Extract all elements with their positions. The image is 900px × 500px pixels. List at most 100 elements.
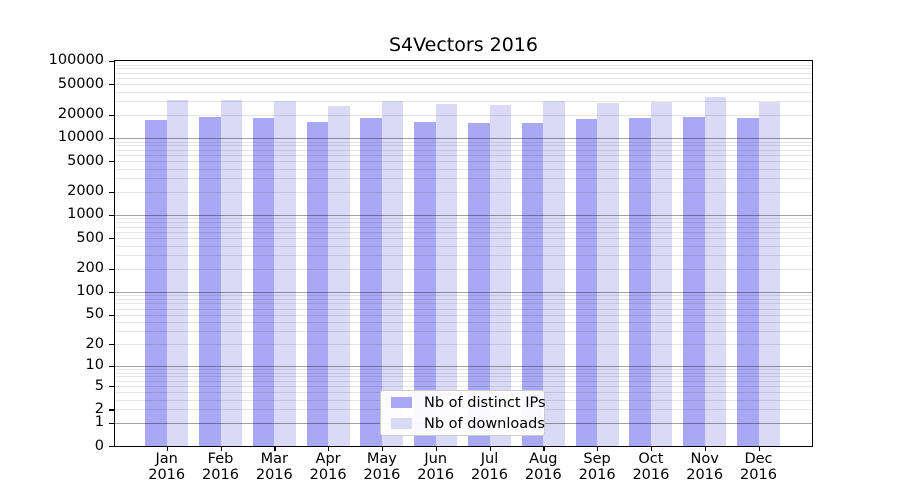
bar-distinct_ips: [414, 122, 436, 446]
gridline: [115, 291, 812, 293]
gridline: [115, 372, 812, 374]
x-tick-label: Sep 2016: [578, 451, 616, 483]
legend-swatch-downloads: [391, 418, 412, 429]
x-tick-label: Jan 2016: [148, 451, 186, 483]
bar-downloads: [220, 99, 242, 446]
x-tick: [435, 446, 437, 451]
y-tick-label: 100000: [48, 52, 104, 69]
gridline: [115, 308, 812, 310]
y-tick-label: 2000: [67, 183, 104, 200]
y-tick: [109, 137, 114, 140]
y-tick: [109, 60, 114, 63]
y-tick-label: 1: [94, 414, 104, 431]
bar-downloads: [597, 102, 619, 446]
bar-downloads: [650, 101, 673, 446]
bar-distinct_ips: [629, 117, 651, 446]
x-tick-label: Apr 2016: [309, 451, 347, 483]
bar-downloads: [758, 102, 780, 446]
x-tick-label: Jul 2016: [471, 451, 508, 483]
gridline: [115, 218, 812, 220]
gridline: [115, 222, 812, 224]
gridline: [115, 214, 812, 217]
y-tick: [109, 268, 114, 270]
bar-distinct_ips: [252, 118, 275, 446]
y-tick: [109, 344, 114, 346]
bar-downloads: [274, 100, 296, 446]
y-tick-label: 5: [94, 377, 104, 394]
gridline: [115, 64, 812, 66]
x-tick: [704, 446, 706, 451]
y-tick: [109, 409, 114, 411]
bar-distinct_ips: [468, 122, 490, 446]
legend-label: Nb of downloads: [424, 415, 545, 432]
x-tick: [543, 446, 545, 451]
y-tick-label: 2: [94, 400, 104, 417]
x-tick-label: Aug 2016: [524, 451, 562, 483]
y-tick: [109, 161, 114, 163]
gridline: [115, 238, 812, 240]
legend-item-distinct-ips: Nb of distinct IPs: [391, 395, 546, 411]
bar-downloads: [166, 99, 189, 446]
bar-distinct_ips: [521, 122, 544, 446]
gridline: [115, 314, 812, 316]
legend: Nb of distinct IPs Nb of downloads: [380, 390, 546, 436]
x-tick: [489, 446, 491, 451]
gridline: [115, 68, 812, 70]
bar-downloads: [328, 106, 350, 446]
gridline: [115, 145, 812, 147]
bar-downloads: [435, 104, 458, 446]
gridline: [115, 226, 812, 228]
y-tick-label: 10: [85, 357, 104, 374]
x-tick-label: Mar 2016: [255, 451, 293, 483]
gridline: [115, 91, 812, 93]
legend-swatch-distinct-ips: [391, 397, 412, 408]
bar-distinct_ips: [683, 116, 705, 446]
x-tick-label: Feb 2016: [202, 451, 239, 483]
x-tick: [650, 446, 653, 451]
y-tick-label: 5000: [67, 152, 104, 169]
y-tick-label: 20000: [57, 106, 104, 123]
x-tick: [274, 446, 276, 451]
y-tick: [109, 365, 114, 368]
gridline: [115, 365, 812, 367]
y-tick-label: 10000: [57, 129, 104, 146]
y-tick: [109, 214, 114, 217]
x-tick-label: May 2016: [363, 451, 401, 483]
y-tick: [109, 238, 114, 240]
gridline: [115, 232, 812, 234]
bar-downloads: [543, 101, 565, 446]
gridline: [115, 155, 812, 157]
y-tick-label: 500: [76, 229, 104, 246]
x-tick: [220, 446, 222, 451]
bar-distinct_ips: [737, 118, 759, 446]
bar-distinct_ips: [360, 118, 382, 446]
gridline: [115, 344, 812, 346]
bar-downloads: [489, 104, 511, 446]
x-tick-label: Oct 2016: [632, 451, 670, 483]
gridline: [115, 161, 812, 163]
gridline: [115, 331, 812, 333]
x-tick: [758, 446, 760, 451]
y-tick-label: 200: [76, 260, 104, 277]
y-tick-label: 0: [94, 437, 104, 454]
bar-distinct_ips: [575, 119, 598, 446]
chart-title: S4Vectors 2016: [389, 34, 538, 56]
y-tick-label: 100: [76, 283, 104, 300]
gridline: [115, 191, 812, 193]
gridline: [115, 72, 812, 74]
gridline: [115, 255, 812, 257]
gridline: [115, 245, 812, 247]
x-tick: [166, 446, 168, 451]
bar-distinct_ips: [306, 122, 329, 446]
x-tick: [381, 446, 384, 451]
y-tick: [109, 422, 114, 425]
y-tick: [109, 386, 114, 388]
gridline: [115, 321, 812, 323]
y-tick: [109, 314, 114, 316]
gridline: [115, 376, 812, 378]
gridline: [115, 303, 812, 305]
legend-label: Nb of distinct IPs: [424, 394, 546, 411]
gridline: [115, 386, 812, 388]
y-tick: [109, 191, 114, 194]
